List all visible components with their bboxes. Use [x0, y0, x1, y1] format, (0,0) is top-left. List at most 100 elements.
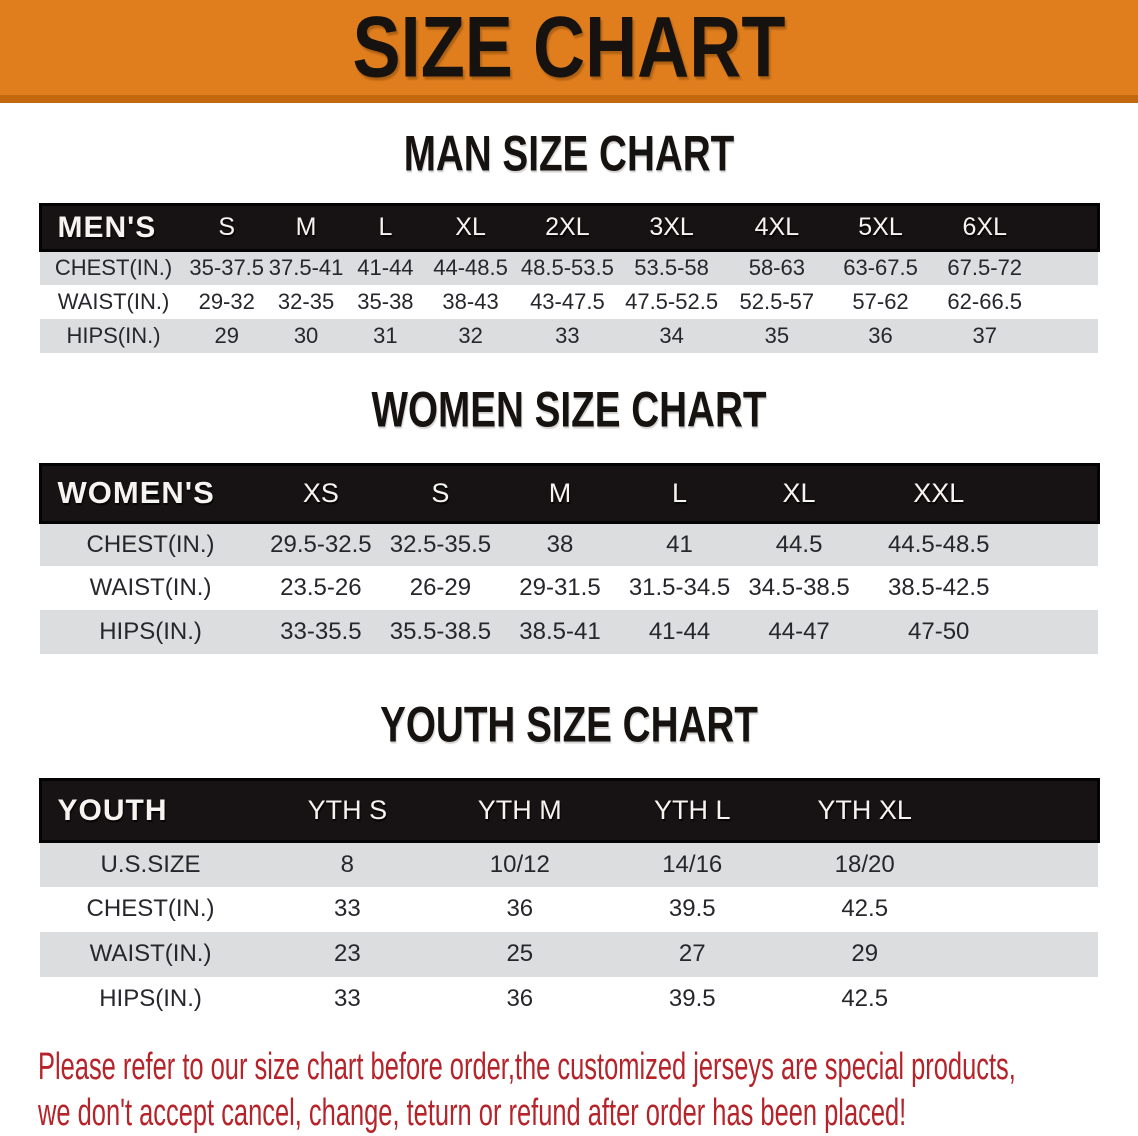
measurement-cell: 41-44 [345, 250, 426, 285]
measurement-cell: 38.5-42.5 [858, 566, 1019, 610]
measurement-cell: 52.5-57 [724, 284, 830, 319]
table-header-row: YOUTH YTH S YTH M YTH L YTH XL [38, 778, 1100, 843]
banner: SIZE CHART [0, 0, 1138, 103]
measurement-cell: 34 [618, 318, 725, 353]
table-corner-label: MEN'S [38, 203, 188, 252]
measurement-cell: 62-66.5 [931, 284, 1038, 319]
row-label: CHEST(IN.) [40, 522, 262, 566]
table-corner-label: YOUTH [38, 778, 262, 843]
disclaimer: Please refer to our size chart before or… [38, 1044, 1138, 1136]
size-column-header: XS [261, 462, 381, 524]
measurement-cell: 33-35.5 [261, 610, 381, 654]
measurement-cell: 44.5 [739, 522, 859, 566]
size-column-header: YTH M [433, 778, 607, 843]
row-label: CHEST(IN.) [40, 886, 262, 932]
row-filler [1018, 522, 1098, 566]
row-label: WAIST(IN.) [40, 931, 262, 977]
table-row: HIPS(IN.) 33 36 39.5 42.5 [40, 976, 1098, 1022]
measurement-cell: 47-50 [858, 610, 1019, 654]
measurement-cell: 34.5-38.5 [739, 566, 859, 610]
size-column-header: 6XL [931, 203, 1038, 252]
row-filler [950, 931, 1098, 977]
size-column-header: YTH XL [778, 778, 951, 843]
measurement-cell: 35.5-38.5 [380, 610, 501, 654]
size-charts-container: MAN SIZE CHART MEN'S S M L XL 2XL 3XL 4XL 5XL 6XL C… [0, 124, 1138, 1022]
section-youth-size-chart: YOUTH SIZE CHART YOUTH YTH S YTH M YTH L YTH … [0, 695, 1138, 1022]
disclaimer-line-2: we don't accept cancel, change, teturn o… [38, 1091, 907, 1134]
size-column-header: 2XL [516, 203, 619, 252]
measurement-cell: 29-31.5 [500, 566, 620, 610]
section-women-size-chart: WOMEN SIZE CHART WOMEN'S XS S M L XL XXL CHEST(I… [0, 380, 1138, 654]
size-column-header: YTH L [606, 778, 779, 843]
row-filler [950, 976, 1098, 1022]
size-column-header: 4XL [724, 203, 830, 252]
section-heading: WOMEN SIZE CHART [371, 380, 767, 437]
header-filler [950, 778, 1100, 843]
measurement-cell: 10/12 [433, 841, 607, 887]
size-column-header: L [619, 462, 740, 524]
table-corner-label: WOMEN'S [38, 462, 262, 524]
measurement-cell: 25 [433, 931, 607, 977]
section-heading: MAN SIZE CHART [403, 124, 735, 182]
measurement-cell: 42.5 [778, 886, 951, 932]
measurement-cell: 38.5-41 [500, 610, 620, 654]
row-filler [950, 841, 1098, 887]
measurement-cell: 29 [187, 318, 267, 353]
size-column-header: L [345, 203, 426, 252]
table-row: WAIST(IN.) 23 25 27 29 [40, 931, 1098, 977]
size-column-header: XXL [858, 462, 1019, 524]
measurement-cell: 30 [266, 318, 346, 353]
row-filler [1037, 284, 1098, 319]
row-filler [1037, 250, 1098, 285]
size-column-header: 3XL [618, 203, 725, 252]
measurement-cell: 23 [261, 931, 434, 977]
measurement-cell: 26-29 [380, 566, 501, 610]
measurement-cell: 53.5-58 [618, 250, 725, 285]
measurement-cell: 29 [778, 931, 951, 977]
table-row: WAIST(IN.) 29-32 32-35 35-38 38-43 43-47.5 47.… [40, 284, 1098, 319]
table-row: HIPS(IN.) 29 30 31 32 33 34 35 36 37 [40, 318, 1098, 353]
measurement-cell: 31.5-34.5 [619, 566, 740, 610]
measurement-cell: 31 [345, 318, 426, 353]
women-s-size-table: WOMEN'S XS S M L XL XXL CHEST(IN.) 29.5-32.5 32.5… [38, 462, 1100, 654]
table-row: U.S.SIZE 8 10/12 14/16 18/20 [40, 841, 1098, 887]
row-label: CHEST(IN.) [40, 250, 188, 285]
measurement-cell: 29.5-32.5 [261, 522, 381, 566]
table-header-row: MEN'S S M L XL 2XL 3XL 4XL 5XL 6XL [38, 203, 1100, 252]
section-heading: YOUTH SIZE CHART [380, 695, 758, 753]
measurement-cell: 63-67.5 [829, 250, 932, 285]
measurement-cell: 42.5 [778, 976, 951, 1022]
measurement-cell: 35 [724, 318, 830, 353]
header-filler [1018, 462, 1100, 524]
measurement-cell: 36 [829, 318, 932, 353]
measurement-cell: 36 [433, 886, 607, 932]
header-filler [1037, 203, 1100, 252]
row-label: HIPS(IN.) [40, 318, 188, 353]
measurement-cell: 67.5-72 [931, 250, 1038, 285]
measurement-cell: 38-43 [425, 284, 517, 319]
measurement-cell: 27 [606, 931, 779, 977]
measurement-cell: 47.5-52.5 [618, 284, 725, 319]
table-header-row: WOMEN'S XS S M L XL XXL [38, 462, 1100, 524]
measurement-cell: 14/16 [606, 841, 779, 887]
size-column-header: S [380, 462, 501, 524]
row-filler [1018, 610, 1098, 654]
size-column-header: S [187, 203, 267, 252]
table-row: CHEST(IN.) 29.5-32.5 32.5-35.5 38 41 44.5 44.5… [40, 522, 1098, 566]
page-title: SIZE CHART [352, 0, 786, 95]
table-row: CHEST(IN.) 35-37.5 37.5-41 41-44 44-48.5 48.5… [40, 250, 1098, 285]
row-filler [1018, 566, 1098, 610]
size-column-header: M [266, 203, 346, 252]
size-column-header: 5XL [829, 203, 932, 252]
measurement-cell: 32.5-35.5 [380, 522, 501, 566]
measurement-cell: 32-35 [266, 284, 346, 319]
size-column-header: YTH S [261, 778, 434, 843]
measurement-cell: 57-62 [829, 284, 932, 319]
size-column-header: XL [425, 203, 517, 252]
measurement-cell: 38 [500, 522, 620, 566]
table-row: CHEST(IN.) 33 36 39.5 42.5 [40, 886, 1098, 932]
row-label: HIPS(IN.) [40, 610, 262, 654]
measurement-cell: 44.5-48.5 [858, 522, 1019, 566]
measurement-cell: 8 [261, 841, 434, 887]
size-column-header: M [500, 462, 620, 524]
